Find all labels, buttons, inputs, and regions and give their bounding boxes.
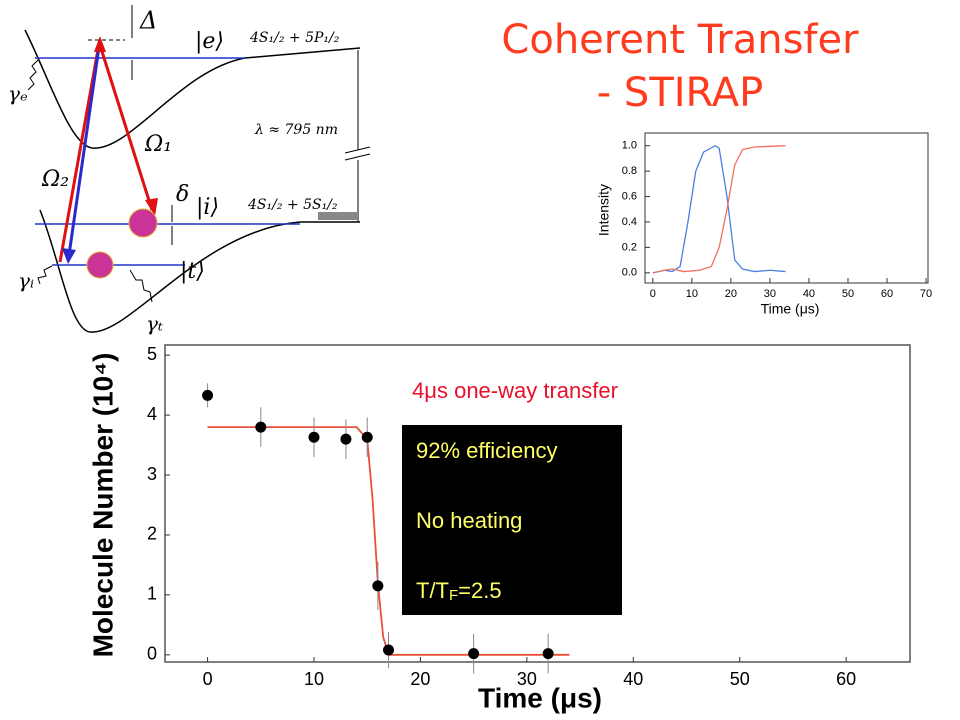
point: [340, 433, 352, 445]
y-tick-label: 0.0: [622, 267, 637, 279]
break-mark: [344, 153, 371, 161]
decay: [129, 269, 153, 303]
label: |t⟩: [180, 259, 205, 284]
point: [308, 431, 320, 443]
point: [255, 421, 267, 433]
y-tick-label: 1.0: [622, 140, 637, 152]
laser-arrow: [97, 41, 154, 211]
box-text: 92% efficiency: [416, 438, 557, 463]
potential-curve: [24, 29, 361, 149]
label: Ω₁: [144, 132, 172, 157]
label: Ω₂: [41, 167, 69, 192]
laser-arrow: [58, 43, 101, 263]
y-tick-label: 1: [147, 584, 157, 604]
x-tick-label: 60: [881, 288, 893, 300]
line: [652, 144, 786, 274]
x-tick-label: 10: [304, 669, 324, 689]
arrowhead: [145, 198, 158, 216]
x-axis-label: Time (μs): [478, 682, 602, 713]
point: [468, 648, 480, 660]
box-text: T/TF=2.5: [416, 578, 502, 604]
label: 4S₁/₂ + 5P₁/₂: [249, 30, 340, 46]
y-tick-label: 4: [147, 404, 157, 424]
title-line: Coherent Transfer: [501, 17, 859, 63]
label: δ: [176, 182, 189, 207]
x-tick-label: 50: [842, 288, 854, 300]
x-axis-label: Time (μs): [761, 301, 820, 317]
x-tick-label: 40: [803, 288, 815, 300]
arrowhead: [94, 36, 106, 52]
text-part: =2.5: [458, 578, 501, 603]
label: γₜ: [146, 312, 163, 336]
y-tick-label: 3: [147, 464, 157, 484]
plot-frame: [644, 132, 929, 284]
box-text: No heating: [416, 508, 522, 533]
decay: [27, 59, 39, 91]
point: [372, 580, 384, 592]
text-part: T/T: [416, 578, 449, 603]
plot-frame: [164, 344, 911, 663]
box: [402, 425, 622, 615]
x-tick-label: 70: [920, 288, 932, 300]
x-tick-label: 20: [410, 669, 430, 689]
potential-curve: [39, 209, 360, 333]
point: [542, 648, 554, 660]
x-tick-label: 20: [725, 288, 737, 300]
y-tick-label: 2: [147, 524, 157, 544]
y-tick-label: 5: [147, 344, 157, 364]
point: [361, 431, 373, 443]
label: 4S₁/₂ + 5S₁/₂: [247, 197, 338, 213]
point: [383, 644, 394, 656]
x-tick-label: 60: [836, 669, 856, 689]
x-tick-label: 30: [517, 669, 537, 689]
continuum: [318, 212, 358, 220]
y-tick-label: 0.4: [622, 216, 637, 228]
y-tick-label: 0.2: [622, 241, 637, 253]
molecule: [128, 208, 158, 238]
y-tick-label: 0: [147, 644, 157, 664]
x-tick-label: 30: [764, 288, 776, 300]
label: γₑ: [8, 82, 28, 106]
line: [652, 145, 786, 274]
x-tick-label: 50: [730, 669, 750, 689]
y-tick-label: 0.6: [622, 190, 637, 202]
point: [202, 389, 214, 401]
laser-arrow: [67, 39, 102, 256]
x-tick-label: 0: [203, 669, 213, 689]
break-mark: [344, 146, 371, 154]
label: |e⟩: [195, 29, 224, 54]
y-axis-label: Intensity: [596, 184, 612, 236]
annotation: 4μs one-way transfer: [412, 378, 618, 403]
title-line: - STIRAP: [597, 70, 763, 116]
subscript: F: [449, 587, 458, 604]
decay: [37, 265, 53, 285]
info-box: 92% efficiency No heating T/TF=2.5: [402, 425, 622, 615]
molecule: [86, 251, 114, 279]
x-tick-label: 40: [623, 669, 643, 689]
label: |i⟩: [196, 195, 219, 220]
y-tick-label: 0.8: [622, 165, 637, 177]
diagram-labels: Δ |e⟩ 4S₁/₂ + 5P₁/₂ γₑ Ω₁ λ ≈ 795 nm Ω₂ …: [8, 7, 340, 336]
arrowhead: [62, 248, 76, 264]
label: λ ≈ 795 nm: [254, 122, 338, 138]
x-tick-label: 0: [650, 288, 656, 300]
x-tick-label: 10: [686, 288, 698, 300]
label: Δ: [139, 7, 157, 35]
energy-diagram: [24, 5, 371, 333]
label: γᵢ: [18, 269, 34, 293]
y-axis-label: Molecule Number (10⁴): [87, 353, 118, 658]
